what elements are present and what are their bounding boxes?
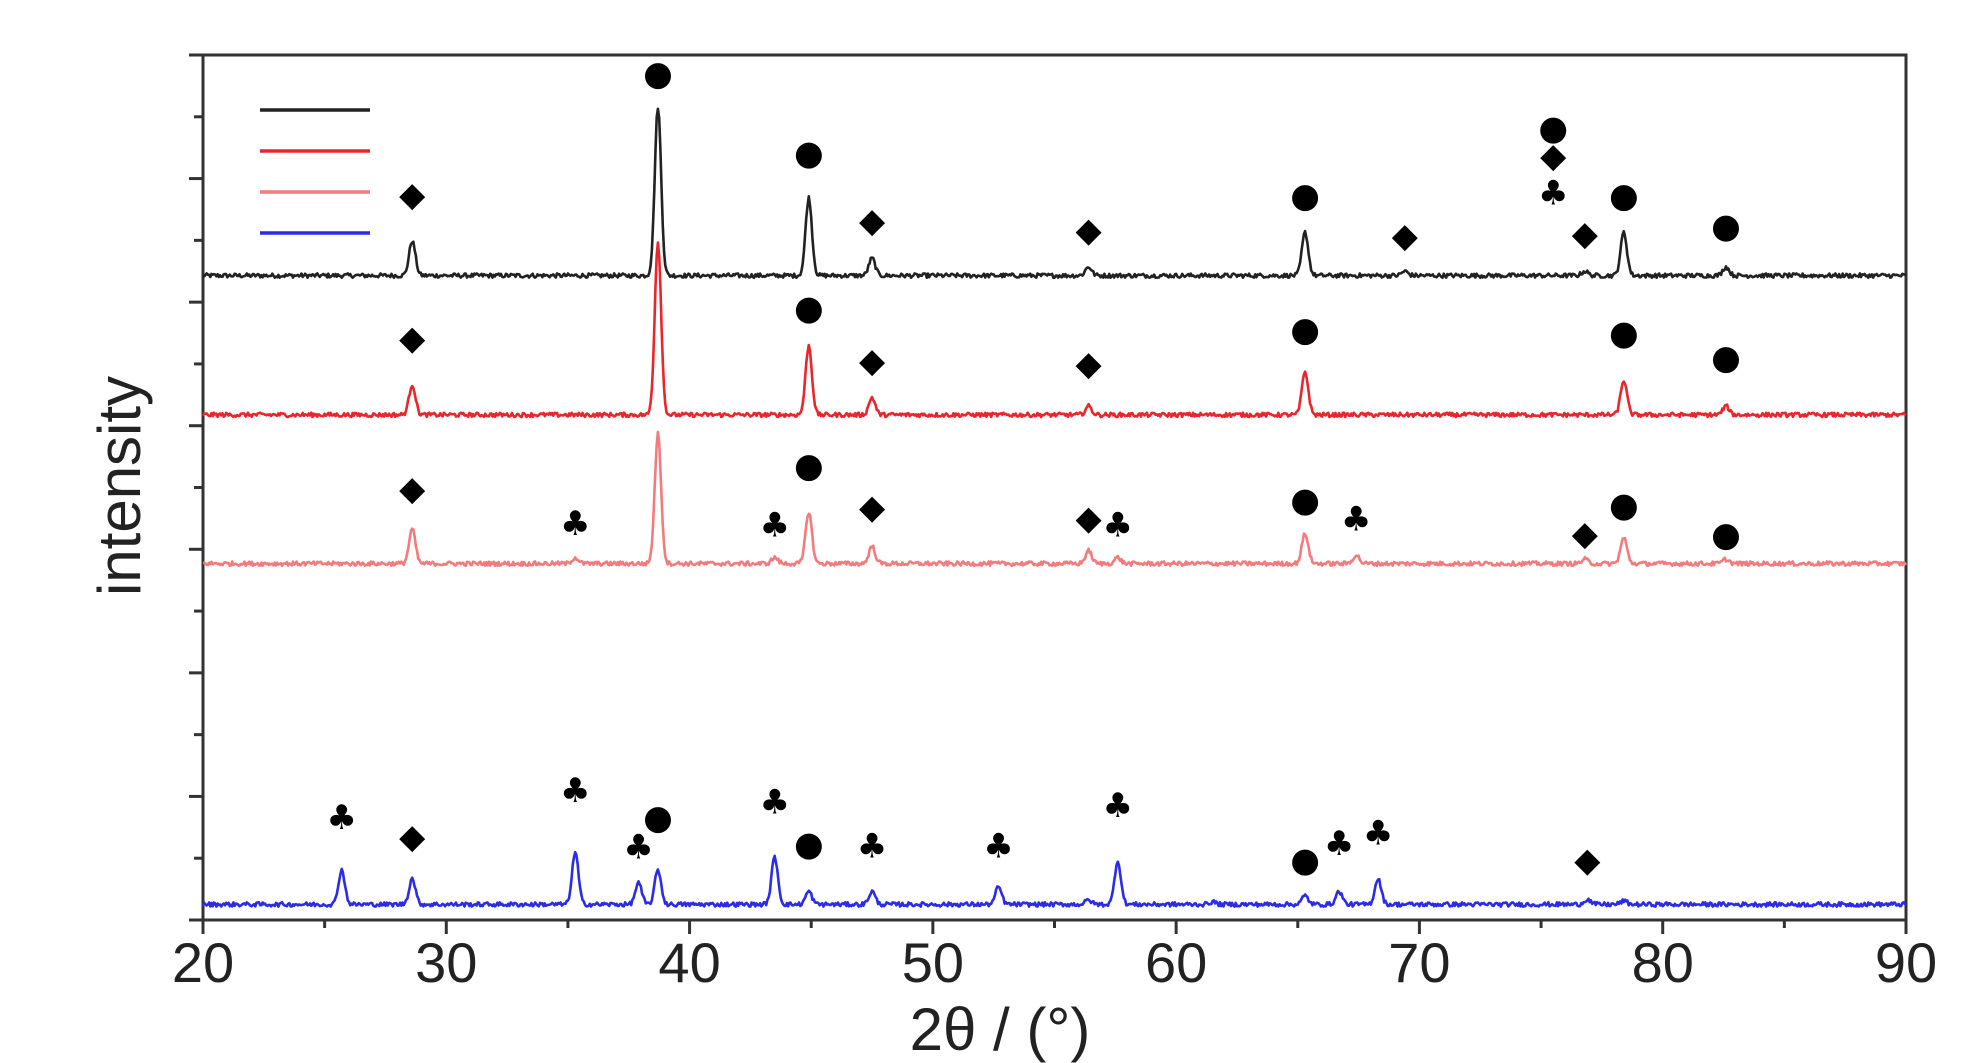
series-layer [201, 107, 1908, 908]
peak-marker-circle: ● [1609, 176, 1639, 216]
peak-marker-circle: ● [643, 54, 673, 94]
x-tick-label: 60 [1145, 931, 1207, 994]
peak-markers: ◆●●◆ ◆●◆ ◆●●◆●◆ ◆● ●●◆♣ ♣●◆ ◆ ♣● ♣ ◆●●♣ ◆♣♣● ♣● ♣ ♣♣●… [326, 54, 1740, 880]
peak-marker-diamond: ◆ [1075, 499, 1102, 539]
peak-marker-club: ♣ [1324, 824, 1354, 864]
x-tick-label: 90 [1875, 931, 1937, 994]
x-tick-label: 20 [172, 931, 234, 994]
key-symbol-diamond: ◆ [1540, 136, 1567, 176]
peak-marker-circle: ● [1711, 338, 1741, 378]
peak-marker-diamond: ◆ [399, 469, 426, 509]
peak-marker-diamond: ◆ [1574, 840, 1601, 880]
peak-marker-circle: ● [794, 288, 824, 328]
x-tick-label: 30 [415, 931, 477, 994]
peak-marker-circle: ● [794, 825, 824, 865]
peak-marker-diamond: ◆ [859, 201, 886, 241]
peak-marker-circle: ● [1711, 515, 1741, 555]
peak-marker-diamond: ◆ [859, 341, 886, 381]
peak-marker-circle: ● [1609, 314, 1639, 354]
series-line [201, 241, 1907, 419]
x-axis-ticks [201, 920, 1908, 934]
key-symbol-circle: ● [1538, 109, 1568, 149]
peak-marker-club: ♣ [623, 827, 653, 867]
peak-marker-diamond: ◆ [399, 817, 426, 857]
x-tick-label: 80 [1632, 931, 1694, 994]
peak-marker-club: ♣ [1341, 500, 1371, 540]
peak-marker-diamond: ◆ [1075, 344, 1102, 384]
peak-marker-club: ♣ [857, 826, 887, 866]
peak-marker-circle: ● [1711, 206, 1741, 246]
plot-frame [201, 53, 1908, 922]
peak-marker-circle: ● [643, 798, 673, 838]
peak-marker-diamond: ◆ [859, 487, 886, 527]
x-tick-label: 40 [658, 931, 720, 994]
peak-marker-club: ♣ [560, 504, 590, 544]
peak-marker-diamond: ◆ [1075, 211, 1102, 251]
legend [260, 108, 370, 235]
peak-marker-club: ♣ [983, 826, 1013, 866]
peak-marker-circle: ● [1290, 310, 1320, 350]
peak-marker-circle: ● [1290, 176, 1320, 216]
series-line [202, 430, 1908, 568]
y-axis-ticks [189, 53, 203, 922]
peak-marker-diamond: ◆ [1572, 214, 1599, 254]
peak-marker-diamond: ◆ [1572, 514, 1599, 554]
peak-marker-club: ♣ [759, 782, 789, 822]
x-axis-tick-labels: 20 30 40 50 60 70 80 90 [172, 931, 1937, 994]
peak-marker-circle: ● [1290, 840, 1320, 880]
peak-marker-diamond: ◆ [1392, 216, 1419, 256]
key-symbol-club: ♣ [1538, 173, 1568, 213]
series-line [201, 107, 1907, 279]
peak-marker-diamond: ◆ [399, 319, 426, 359]
y-axis-title: intensity [86, 376, 153, 596]
peak-marker-club: ♣ [759, 506, 789, 546]
peak-marker-club: ♣ [1103, 786, 1133, 826]
peak-marker-club: ♣ [560, 771, 590, 811]
peak-marker-club: ♣ [1103, 506, 1133, 546]
phase-symbol-key: ●◆♣ [1538, 109, 1568, 214]
peak-marker-circle: ● [794, 446, 824, 486]
peak-marker-club: ♣ [1363, 814, 1393, 854]
x-axis-title: 2θ / (°) [910, 996, 1091, 1063]
x-tick-label: 50 [902, 931, 964, 994]
peak-marker-circle: ● [1609, 486, 1639, 526]
peak-marker-circle: ● [1290, 480, 1320, 520]
peak-marker-circle: ● [794, 134, 824, 174]
peak-marker-diamond: ◆ [399, 175, 426, 215]
peak-marker-club: ♣ [326, 798, 356, 838]
series-line [201, 850, 1907, 908]
x-tick-label: 70 [1388, 931, 1450, 994]
